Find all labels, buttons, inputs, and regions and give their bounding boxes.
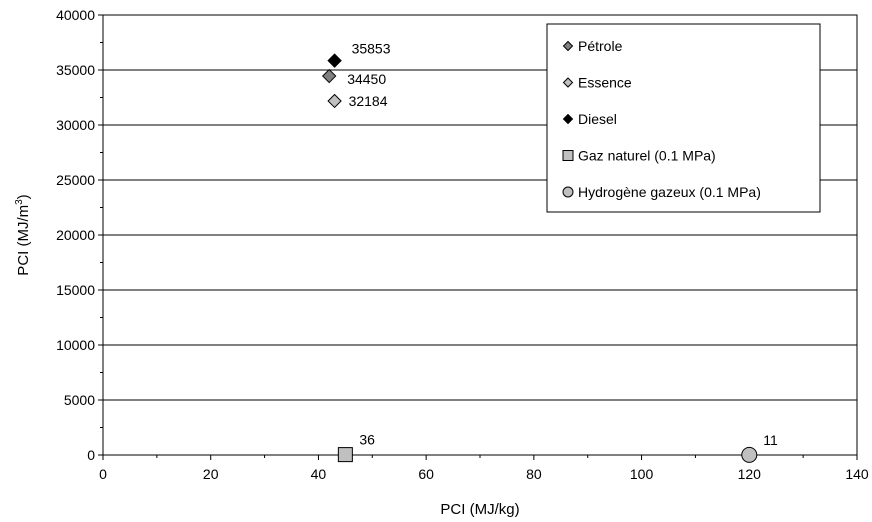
data-label: 32184: [349, 93, 388, 109]
legend-label: Pétrole: [578, 38, 623, 54]
y-axis-title-main: PCI (MJ/m: [15, 205, 32, 276]
data-points: [321, 53, 758, 463]
y-tick-label: 40000: [56, 7, 95, 23]
x-tick-label: 140: [845, 466, 869, 482]
x-tick-label: 120: [738, 466, 762, 482]
legend-marker-1: [562, 40, 574, 52]
y-tick-label: 35000: [56, 62, 95, 78]
gridlines: [103, 14, 857, 401]
x-tick-label: 0: [99, 466, 107, 482]
y-tick-label: 0: [87, 447, 95, 463]
x-tick-label: 40: [311, 466, 327, 482]
legend-label: Diesel: [578, 111, 617, 127]
y-tick-label: 20000: [56, 227, 95, 243]
data-label: 34450: [347, 71, 386, 87]
data-point-3: [327, 53, 342, 68]
x-ticks: 0 20 40 60 80 100 120 140: [99, 455, 869, 482]
data-label: 11: [763, 432, 778, 448]
y-ticks: 0 5000 10000 15000 20000 25000 30000 35000 40000: [56, 7, 103, 463]
x-tick-label: 60: [418, 466, 434, 482]
x-tick-label: 80: [526, 466, 542, 482]
data-labels: 34450 32184 35853 36 11: [347, 41, 778, 448]
y-axis-title: PCI (MJ/m3): [14, 194, 32, 275]
data-point-2: [327, 93, 342, 109]
y-tick-label: 15000: [56, 282, 95, 298]
y-axis-title-sup: 3: [14, 199, 25, 205]
legend-label: Hydrogène gazeux (0.1 MPa): [578, 184, 761, 200]
data-point-1: [321, 68, 337, 84]
y-tick-label: 10000: [56, 337, 95, 353]
legend: Pétrole Essence Diesel Gaz naturel (0.1 MPa…: [546, 23, 821, 213]
y-axis-title-end: ): [15, 194, 32, 199]
legend-label: Gaz naturel (0.1 MPa): [578, 148, 716, 164]
data-point-4: [337, 447, 353, 463]
data-label: 36: [359, 432, 375, 448]
legend-marker-2: [562, 77, 574, 88]
legend-marker-4: [562, 150, 574, 161]
legend-label: Essence: [578, 75, 632, 91]
legend-marker-5: [562, 186, 574, 198]
y-tick-label: 30000: [56, 117, 95, 133]
legend-marker-3: [562, 113, 574, 125]
x-axis-title: PCI (MJ/kg): [440, 501, 519, 518]
x-tick-label: 100: [630, 466, 654, 482]
data-label: 35853: [352, 41, 391, 57]
legend-box: [546, 23, 821, 213]
y-tick-label: 5000: [64, 392, 95, 408]
y-tick-label: 25000: [56, 172, 95, 188]
x-tick-label: 20: [203, 466, 219, 482]
data-point-5: [741, 446, 758, 463]
